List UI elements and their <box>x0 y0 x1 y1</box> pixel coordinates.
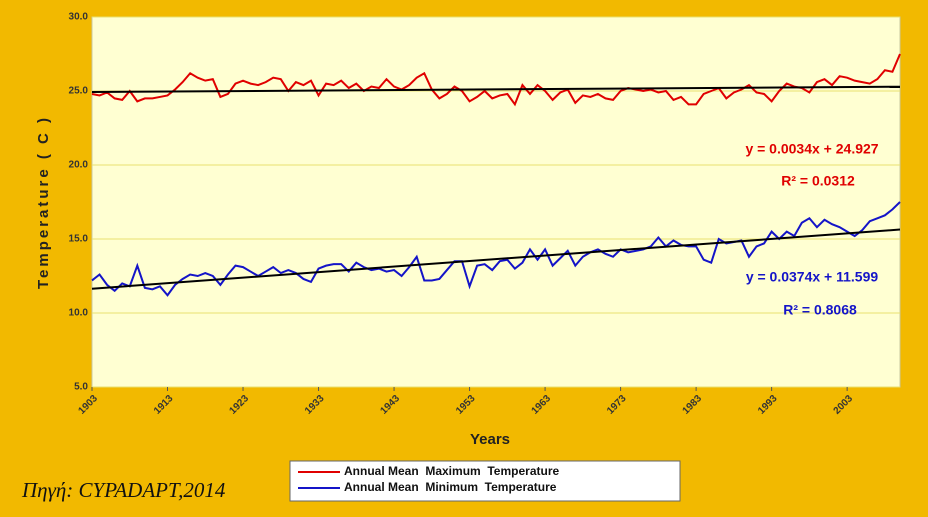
trend-r2: R² = 0.8068 <box>783 302 857 318</box>
x-tick-label: 1923 <box>228 393 252 417</box>
y-tick-label: 15.0 <box>69 234 89 245</box>
source-note: Πηγή: CYPADAPT,2014 <box>21 478 226 502</box>
legend-label: Annual Mean Minimum Temperature <box>344 480 557 494</box>
x-tick-label: 1933 <box>303 393 327 417</box>
y-tick-label: 25.0 <box>69 86 89 97</box>
y-tick-label: 20.0 <box>69 160 89 171</box>
y-tick-label: 30.0 <box>69 12 89 23</box>
plot-area <box>91 16 901 388</box>
y-axis-title: Temperature ( C ) <box>35 115 52 289</box>
trend-line <box>91 228 901 290</box>
trend-equation: y = 0.0374x + 11.599 <box>746 269 879 285</box>
y-tick-label: 5.0 <box>74 382 88 393</box>
x-tick-label: 1963 <box>530 393 554 417</box>
x-tick-label: 1903 <box>76 393 100 417</box>
trend-line <box>91 85 901 94</box>
x-tick-label: 1983 <box>681 393 705 417</box>
x-tick-label: 1993 <box>756 393 780 417</box>
x-tick-label: 1943 <box>379 393 403 417</box>
trend-r2: R² = 0.0312 <box>781 173 855 189</box>
x-tick-label: 1913 <box>152 393 176 417</box>
series-line <box>91 201 901 297</box>
x-tick-label: 1953 <box>454 393 478 417</box>
x-tick-label: 1973 <box>605 393 629 417</box>
series-line <box>91 53 901 107</box>
legend-label: Annual Mean Maximum Temperature <box>344 464 559 478</box>
x-tick-label: 2003 <box>832 393 856 417</box>
x-axis-title: Years <box>470 431 510 448</box>
trend-equation: y = 0.0034x + 24.927 <box>745 141 878 157</box>
legend <box>289 460 681 502</box>
y-tick-label: 10.0 <box>69 308 89 319</box>
